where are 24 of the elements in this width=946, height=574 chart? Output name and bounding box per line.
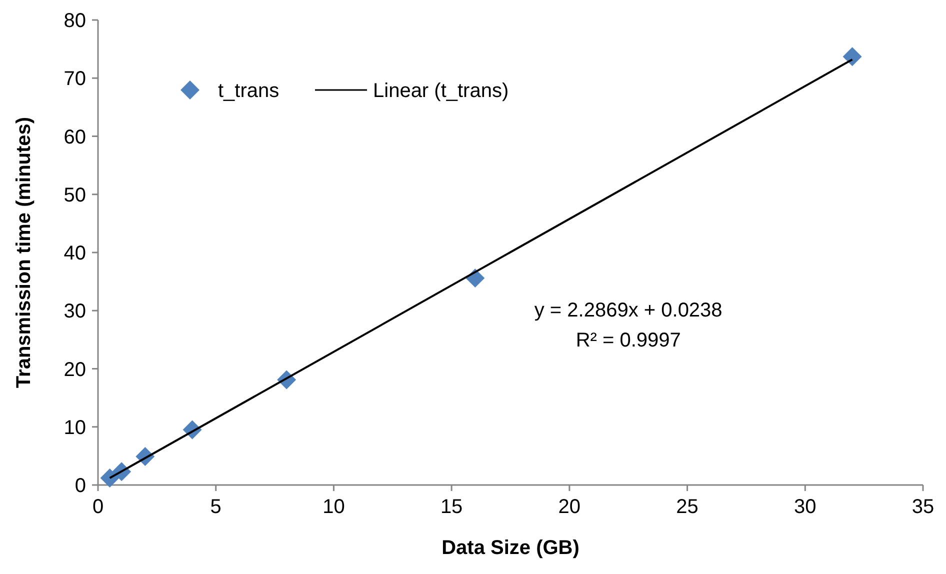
- y-tick-label: 60: [64, 126, 86, 148]
- x-tick-label: 35: [912, 496, 934, 518]
- legend-label: t_trans: [218, 80, 280, 102]
- x-tick-label: 30: [794, 496, 816, 518]
- point: [842, 47, 862, 66]
- y-tick-label: 0: [74, 475, 86, 497]
- y-tick-label: 30: [64, 300, 86, 323]
- annotation: y = 2.2869x + 0.0238: [534, 299, 722, 322]
- y-axis-title: Transmission time (minutes): [13, 116, 35, 388]
- annotation: R² = 0.9997: [576, 329, 681, 352]
- y-tick-label: 70: [64, 68, 86, 90]
- x-axis-title: Data Size (GB): [442, 537, 580, 559]
- x-tick-label: 5: [210, 496, 222, 518]
- y-tick-label: 80: [64, 10, 86, 32]
- x-tick-label: 20: [558, 496, 581, 518]
- y-tick-label: 40: [64, 242, 86, 264]
- x-tick-label: 10: [322, 496, 345, 518]
- y-tick-label: 50: [64, 184, 86, 206]
- x-tick-label: 25: [676, 496, 698, 518]
- x-tick-label: 0: [92, 496, 104, 518]
- legend-label: Linear (t_trans): [373, 80, 509, 102]
- y-tick-label: 10: [64, 416, 86, 439]
- x-tick-label: 15: [440, 496, 463, 518]
- y-tick-label: 20: [64, 358, 86, 381]
